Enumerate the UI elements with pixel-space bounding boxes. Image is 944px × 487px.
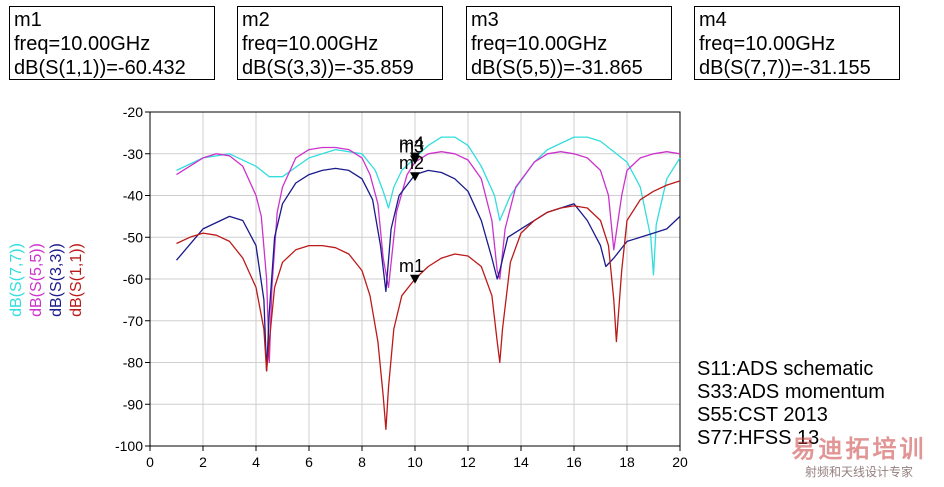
y-tick-label: -70 (123, 313, 143, 329)
marker-triangle-m4 (410, 152, 420, 162)
y-tick-label: -90 (123, 396, 143, 412)
note-s77: S77:HFSS 13 (697, 427, 820, 449)
marker-triangle-m1 (410, 274, 420, 284)
marker-label-m1: m1 (399, 256, 424, 276)
axis-ticks: -100 -90 -80 -70 -60 -50 -40 -30 -20 0 2 4 6 8 10 12 14 1… (115, 104, 688, 470)
marker-readout-name: m2 (242, 9, 270, 31)
watermark-main: 易迪拓培训 (791, 436, 927, 463)
marker-readout-name: m1 (14, 9, 42, 31)
watermark: 易迪拓培训 射频和天线设计专家 (776, 436, 942, 486)
y-axis-label-3: dB(S(1,1)) (68, 243, 85, 317)
y-axis-label-0: dB(S(7,7)) (8, 243, 25, 317)
y-tick-label: -60 (123, 271, 143, 287)
marker-readout-value: dB(S(5,5))=-31.865 (471, 57, 643, 79)
marker-readout-freq: freq=10.00GHz (14, 33, 151, 55)
y-tick-label: -100 (115, 438, 143, 454)
note-s11: S11:ADS schematic (697, 358, 874, 380)
watermark-sub: 射频和天线设计专家 (804, 465, 913, 479)
x-tick-label: 6 (305, 454, 313, 470)
marker-label-m4: m4 (399, 134, 424, 154)
series-line-2 (176, 167, 681, 372)
x-tick-label: 0 (146, 454, 154, 470)
marker-readout-value: dB(S(3,3))=-35.859 (242, 57, 414, 79)
x-tick-label: 10 (407, 454, 423, 470)
y-tick-label: -40 (123, 188, 143, 204)
series-lines (176, 136, 681, 430)
marker-readout-m1: m1 freq=10.00GHz dB(S(1,1))=-60.432 (9, 6, 215, 80)
note-s33: S33:ADS momentum (697, 381, 885, 403)
y-tick-label: -20 (123, 104, 143, 120)
marker-readout-m4: m4 freq=10.00GHz dB(S(7,7))=-31.155 (694, 6, 900, 80)
simulator-notes: S11:ADS schematic S33:ADS momentum S55:C… (697, 358, 885, 450)
marker-triangle-m2 (410, 172, 420, 182)
x-tick-label: 12 (460, 454, 476, 470)
y-tick-label: -30 (123, 146, 143, 162)
series-line-3 (176, 180, 681, 430)
marker-readout-m3: m3 freq=10.00GHz dB(S(5,5))=-31.865 (466, 6, 672, 80)
y-tick-label: -80 (123, 355, 143, 371)
x-tick-label: 4 (252, 454, 260, 470)
marker-label-m3: m3 (399, 137, 424, 157)
marker-readout-name: m3 (471, 9, 499, 31)
marker-readout-freq: freq=10.00GHz (699, 33, 836, 55)
marker-readout-value: dB(S(1,1))=-60.432 (14, 57, 186, 79)
marker-readout-freq: freq=10.00GHz (471, 33, 608, 55)
marker-readout-freq: freq=10.00GHz (242, 33, 379, 55)
marker-readout-value: dB(S(7,7))=-31.155 (699, 57, 871, 79)
x-tick-label: 18 (619, 454, 635, 470)
series-line-0 (176, 136, 681, 276)
x-tick-label: 20 (672, 454, 688, 470)
y-tick-label: -50 (123, 229, 143, 245)
y-axis-label-2: dB(S(3,3)) (48, 243, 65, 317)
x-tick-label: 16 (566, 454, 582, 470)
x-tick-label: 2 (199, 454, 207, 470)
marker-readout-name: m4 (699, 9, 727, 31)
x-tick-label: 8 (358, 454, 366, 470)
y-axis-labels: dB(S(7,7)) dB(S(5,5)) dB(S(3,3)) dB(S(1,1)) (8, 243, 85, 317)
series-line-1 (176, 146, 681, 364)
y-axis-label-1: dB(S(5,5)) (28, 243, 45, 317)
x-tick-label: 14 (513, 454, 529, 470)
marker-readout-m2: m2 freq=10.00GHz dB(S(3,3))=-35.859 (237, 6, 443, 80)
note-s55: S55:CST 2013 (697, 404, 828, 426)
